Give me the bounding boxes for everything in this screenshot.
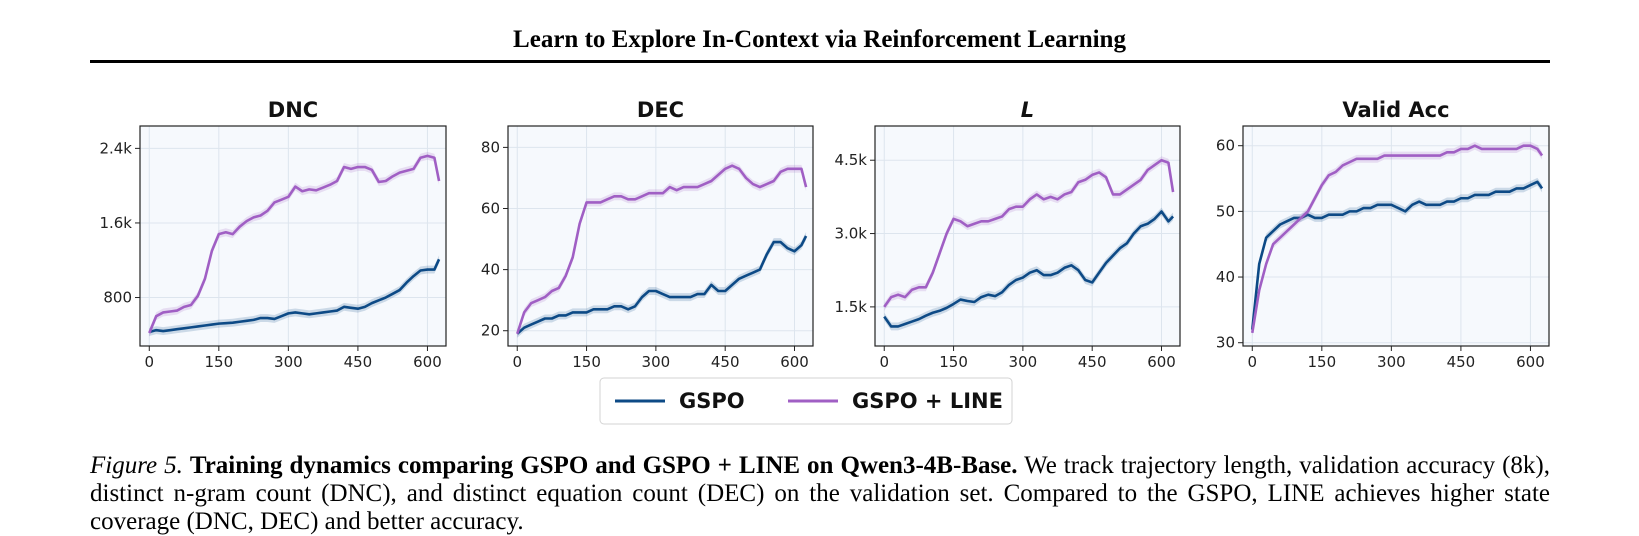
plot-frame: [139, 125, 447, 347]
x-tick-label: 600: [1516, 353, 1545, 371]
y-tick-label: 40: [1216, 268, 1235, 286]
y-tick-label: 800: [103, 289, 132, 307]
series-line-gspo-line: [148, 154, 441, 334]
legend-item: GSPO + LINE: [788, 389, 1003, 413]
plot-frame: [507, 125, 814, 347]
header-rule: [90, 60, 1550, 63]
x-tick-label: 300: [642, 353, 671, 371]
chart-panel-4: 0 150 300 450 600 30 40 50 60 Valid Acc: [1216, 98, 1550, 371]
y-tick-label: 3.0k: [834, 225, 867, 243]
x-tick-label: 600: [780, 353, 809, 371]
x-tick-label: 150: [1307, 353, 1336, 371]
y-tick-label: 40: [481, 261, 500, 279]
page-header: Learn to Explore In-Context via Reinforc…: [513, 26, 1126, 53]
series-band: [517, 161, 807, 338]
x-tick-label: 150: [572, 353, 601, 371]
x-tick-label: 300: [1377, 353, 1406, 371]
y-tick-label: 1.5k: [834, 298, 867, 316]
caption-body: We track trajectory length, validation a…: [90, 452, 1550, 535]
plot-area: [1243, 126, 1549, 346]
series-line-gspo-line: [883, 158, 1175, 308]
plot-frame: [874, 125, 1181, 347]
series-line-gspo-line: [1250, 144, 1544, 334]
caption-bold-title: Training dynamics comparing GSPO and GSP…: [189, 452, 1018, 479]
chart-title: DEC: [637, 98, 684, 122]
legend: GSPO GSPO + LINE: [599, 377, 1013, 425]
y-tick-label: 80: [481, 138, 500, 156]
y-tick-label: 60: [481, 200, 500, 218]
figure-caption: Figure 5. Training dynamics comparing GS…: [90, 452, 1550, 536]
x-tick-label: 450: [1078, 353, 1107, 371]
y-tick-label: 50: [1216, 202, 1235, 220]
series-line-gspo: [516, 235, 808, 335]
x-tick-label: 0: [879, 353, 889, 371]
series-band: [884, 207, 1174, 331]
plot-area: [875, 126, 1180, 346]
x-tick-label: 300: [274, 353, 303, 371]
x-tick-label: 0: [512, 353, 522, 371]
x-tick-label: 450: [1447, 353, 1476, 371]
x-tick-label: 0: [1247, 353, 1257, 371]
x-tick-label: 450: [344, 353, 373, 371]
chart-panel-1: 0 150 300 450 600 800 1.6k 2.4k DNC: [99, 98, 447, 371]
x-tick-label: 600: [1147, 353, 1176, 371]
legend-label: GSPO: [679, 389, 745, 413]
chart-title: Valid Acc: [1342, 98, 1449, 122]
x-tick-label: 150: [204, 353, 233, 371]
x-tick-label: 450: [711, 353, 740, 371]
legend-label: GSPO + LINE: [852, 389, 1003, 413]
y-tick-label: 2.4k: [99, 139, 132, 157]
series-line-gspo: [148, 258, 441, 334]
y-tick-label: 60: [1216, 137, 1235, 155]
series-line-gspo: [883, 210, 1175, 328]
y-tick-label: 4.5k: [834, 151, 867, 169]
y-tick-label: 30: [1216, 334, 1235, 352]
x-tick-label: 600: [413, 353, 442, 371]
y-tick-label: 20: [481, 322, 500, 340]
x-tick-label: 0: [144, 353, 154, 371]
figure-label: Figure 5.: [90, 452, 183, 479]
series-band: [884, 156, 1174, 311]
plot-frame: [1242, 125, 1550, 347]
legend-item: GSPO: [615, 389, 745, 413]
series-line-gspo-line: [516, 164, 808, 335]
chart-title: L: [1021, 98, 1034, 122]
plot-area: [508, 126, 813, 346]
chart-panel-2: 0 150 300 450 600 20 40 60 80 DEC: [481, 98, 814, 371]
y-tick-label: 1.6k: [99, 214, 132, 232]
x-tick-label: 300: [1009, 353, 1038, 371]
chart-title: DNC: [268, 98, 318, 122]
chart-panel-3: 0 150 300 450 600 1.5k 3.0k 4.5k L: [834, 98, 1181, 371]
x-tick-label: 150: [939, 353, 968, 371]
plot-area: [140, 126, 446, 346]
